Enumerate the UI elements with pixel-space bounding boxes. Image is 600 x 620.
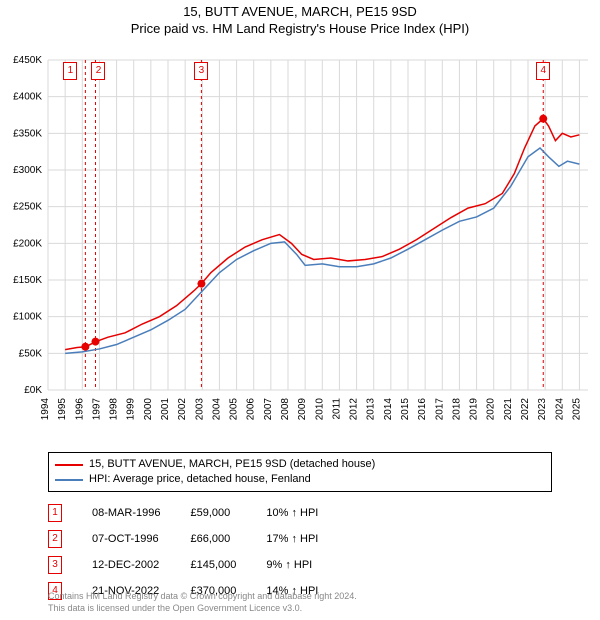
svg-text:2002: 2002: [177, 398, 188, 421]
chart-container: 15, BUTT AVENUE, MARCH, PE15 9SD Price p…: [0, 0, 600, 620]
event-price: £66,000: [190, 530, 266, 548]
svg-text:2000: 2000: [143, 398, 154, 421]
svg-text:2013: 2013: [366, 398, 377, 421]
event-marker: 3: [48, 556, 62, 574]
svg-text:1996: 1996: [74, 398, 85, 421]
svg-text:£350K: £350K: [13, 128, 42, 139]
svg-text:2017: 2017: [434, 398, 445, 421]
svg-text:2003: 2003: [194, 398, 205, 421]
svg-text:2006: 2006: [246, 398, 257, 421]
event-date: 12-DEC-2002: [92, 556, 190, 574]
svg-text:2022: 2022: [520, 398, 531, 421]
svg-text:2024: 2024: [554, 398, 565, 421]
svg-text:1997: 1997: [91, 398, 102, 421]
event-marker: 1: [48, 504, 62, 522]
event-date: 08-MAR-1996: [92, 504, 190, 522]
svg-text:2018: 2018: [451, 398, 462, 421]
svg-text:2004: 2004: [211, 398, 222, 421]
chart-marker-1: 1: [63, 62, 77, 80]
svg-text:£300K: £300K: [13, 165, 42, 176]
svg-text:2005: 2005: [229, 398, 240, 421]
svg-text:2008: 2008: [280, 398, 291, 421]
legend-item: 15, BUTT AVENUE, MARCH, PE15 9SD (detach…: [55, 457, 545, 472]
svg-text:1998: 1998: [109, 398, 120, 421]
legend-label: HPI: Average price, detached house, Fenl…: [89, 472, 311, 487]
svg-text:£450K: £450K: [13, 55, 42, 66]
chart-marker-3: 3: [194, 62, 208, 80]
footer-attribution: Contains HM Land Registry data © Crown c…: [48, 590, 357, 614]
footer-line2: This data is licensed under the Open Gov…: [48, 602, 357, 614]
svg-text:2007: 2007: [263, 398, 274, 421]
chart-legend: 15, BUTT AVENUE, MARCH, PE15 9SD (detach…: [48, 452, 552, 492]
svg-text:1994: 1994: [40, 398, 51, 421]
svg-text:£200K: £200K: [13, 238, 42, 249]
svg-text:2010: 2010: [314, 398, 325, 421]
svg-text:1995: 1995: [57, 398, 68, 421]
svg-text:2009: 2009: [297, 398, 308, 421]
event-price: £59,000: [190, 504, 266, 522]
svg-text:£250K: £250K: [13, 202, 42, 213]
svg-text:£50K: £50K: [19, 348, 43, 359]
legend-item: HPI: Average price, detached house, Fenl…: [55, 472, 545, 487]
svg-text:2001: 2001: [160, 398, 171, 421]
footer-line1: Contains HM Land Registry data © Crown c…: [48, 590, 357, 602]
legend-swatch: [55, 479, 83, 481]
event-row: 3 12-DEC-2002£145,0009% ↑ HPI: [48, 556, 348, 574]
svg-text:2019: 2019: [469, 398, 480, 421]
svg-text:2021: 2021: [503, 398, 514, 421]
event-marker: 2: [48, 530, 62, 548]
svg-text:£0K: £0K: [24, 385, 42, 396]
event-date: 07-OCT-1996: [92, 530, 190, 548]
legend-swatch: [55, 464, 83, 466]
svg-text:2011: 2011: [331, 398, 342, 420]
svg-text:2015: 2015: [400, 398, 411, 421]
title-address: 15, BUTT AVENUE, MARCH, PE15 9SD: [0, 0, 600, 19]
svg-text:£150K: £150K: [13, 275, 42, 286]
svg-text:2020: 2020: [486, 398, 497, 421]
svg-text:£400K: £400K: [13, 92, 42, 103]
title-subtitle: Price paid vs. HM Land Registry's House …: [0, 19, 600, 36]
svg-text:£100K: £100K: [13, 312, 42, 323]
svg-text:2025: 2025: [571, 398, 582, 421]
event-delta: 17% ↑ HPI: [266, 530, 348, 548]
event-delta: 10% ↑ HPI: [266, 504, 348, 522]
chart-marker-2: 2: [91, 62, 105, 80]
event-price: £145,000: [190, 556, 266, 574]
event-row: 2 07-OCT-1996£66,00017% ↑ HPI: [48, 530, 348, 548]
event-delta: 9% ↑ HPI: [266, 556, 348, 574]
svg-text:2016: 2016: [417, 398, 428, 421]
svg-text:2012: 2012: [349, 398, 360, 421]
svg-text:2014: 2014: [383, 398, 394, 421]
svg-text:2023: 2023: [537, 398, 548, 421]
line-chart: £0K £50K £100K £150K £200K £250K £300K £350K £40…: [0, 48, 600, 444]
event-row: 1 08-MAR-1996£59,00010% ↑ HPI: [48, 504, 348, 522]
chart-marker-4: 4: [536, 62, 550, 80]
legend-label: 15, BUTT AVENUE, MARCH, PE15 9SD (detach…: [89, 457, 375, 472]
svg-text:1999: 1999: [126, 398, 137, 421]
